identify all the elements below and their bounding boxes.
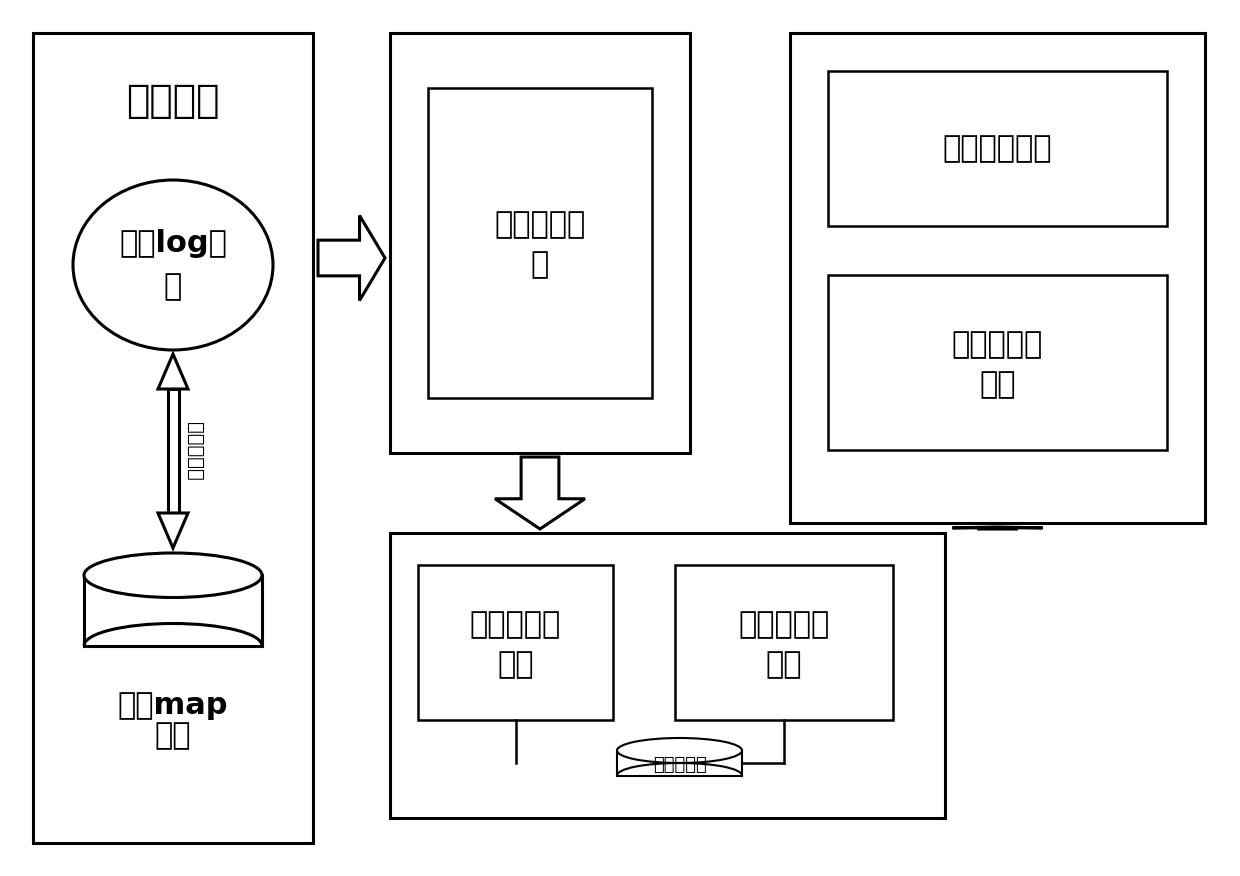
Bar (167, 389, 179, 513)
Ellipse shape (73, 180, 273, 350)
Bar (828, 71, 1167, 226)
Polygon shape (157, 513, 188, 548)
Bar (418, 565, 613, 720)
Text: 数据库获取: 数据库获取 (738, 610, 830, 639)
Polygon shape (157, 354, 188, 389)
Polygon shape (495, 457, 585, 529)
Bar (391, 533, 945, 818)
Text: 文件: 文件 (155, 722, 191, 751)
Bar (675, 565, 893, 720)
Ellipse shape (84, 553, 262, 597)
Bar (790, 33, 1205, 523)
Bar (828, 275, 1167, 450)
Bar (391, 33, 689, 453)
Text: 块: 块 (531, 251, 549, 279)
Bar (428, 88, 652, 398)
Text: 数据提取模: 数据提取模 (495, 210, 585, 239)
Bar (33, 33, 312, 843)
Text: 原始map: 原始map (118, 691, 228, 720)
Bar (84, 576, 262, 646)
Text: 数据库存储: 数据库存储 (470, 610, 562, 639)
Text: 件: 件 (164, 272, 182, 301)
Bar (618, 751, 742, 775)
Text: 字符流文件: 字符流文件 (652, 756, 707, 774)
Ellipse shape (618, 738, 742, 763)
Text: 数据检测模块: 数据检测模块 (942, 134, 1053, 163)
Text: 不规则对应: 不规则对应 (186, 421, 205, 480)
Text: 原始文件: 原始文件 (126, 82, 219, 120)
Polygon shape (952, 527, 1043, 529)
Text: 模块: 模块 (766, 650, 802, 679)
Polygon shape (317, 215, 384, 300)
Text: 字符流成像: 字符流成像 (952, 330, 1043, 359)
Text: 原始log文: 原始log文 (119, 229, 227, 258)
Text: 模块: 模块 (980, 370, 1016, 399)
Text: 模块: 模块 (497, 650, 533, 679)
